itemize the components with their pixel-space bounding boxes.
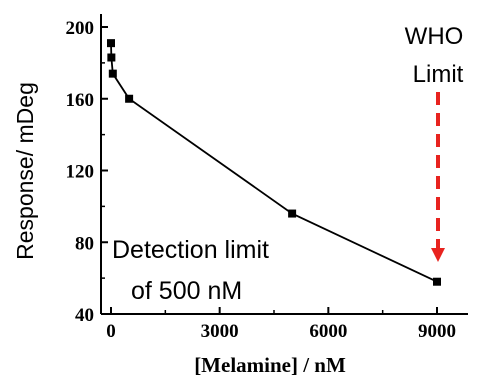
y-tick-label: 160 <box>66 90 95 111</box>
who-limit-arrow-head <box>431 248 445 262</box>
y-tick-label: 200 <box>66 18 95 39</box>
data-point <box>108 69 117 78</box>
data-point <box>125 94 134 103</box>
x-tick-label: 3000 <box>201 321 239 342</box>
x-tick-label: 9000 <box>418 321 456 342</box>
data-point <box>433 277 441 286</box>
detection-limit-value-label: of 500 nM <box>131 277 242 305</box>
y-tick-label: 40 <box>75 305 94 326</box>
y-tick-label: 120 <box>66 162 95 183</box>
x-ticks: 0 3000 6000 9000 <box>106 307 456 342</box>
detection-limit-label: Detection limit <box>112 236 269 264</box>
y-tick-label: 80 <box>75 233 94 254</box>
y-ticks: 40 80 120 160 200 <box>66 18 108 326</box>
y-axis-title: Response/ mDeg <box>12 82 38 260</box>
data-point <box>288 209 297 218</box>
x-tick-label: 6000 <box>309 321 347 342</box>
x-tick-label: 0 <box>106 321 116 342</box>
who-limit-label: Limit <box>413 61 464 88</box>
data-point <box>107 53 116 62</box>
series-markers <box>107 39 441 286</box>
who-label: WHO <box>405 23 464 50</box>
axes <box>100 14 468 315</box>
data-point <box>107 39 115 48</box>
x-axis-title: [Melamine] / nM <box>194 353 346 377</box>
